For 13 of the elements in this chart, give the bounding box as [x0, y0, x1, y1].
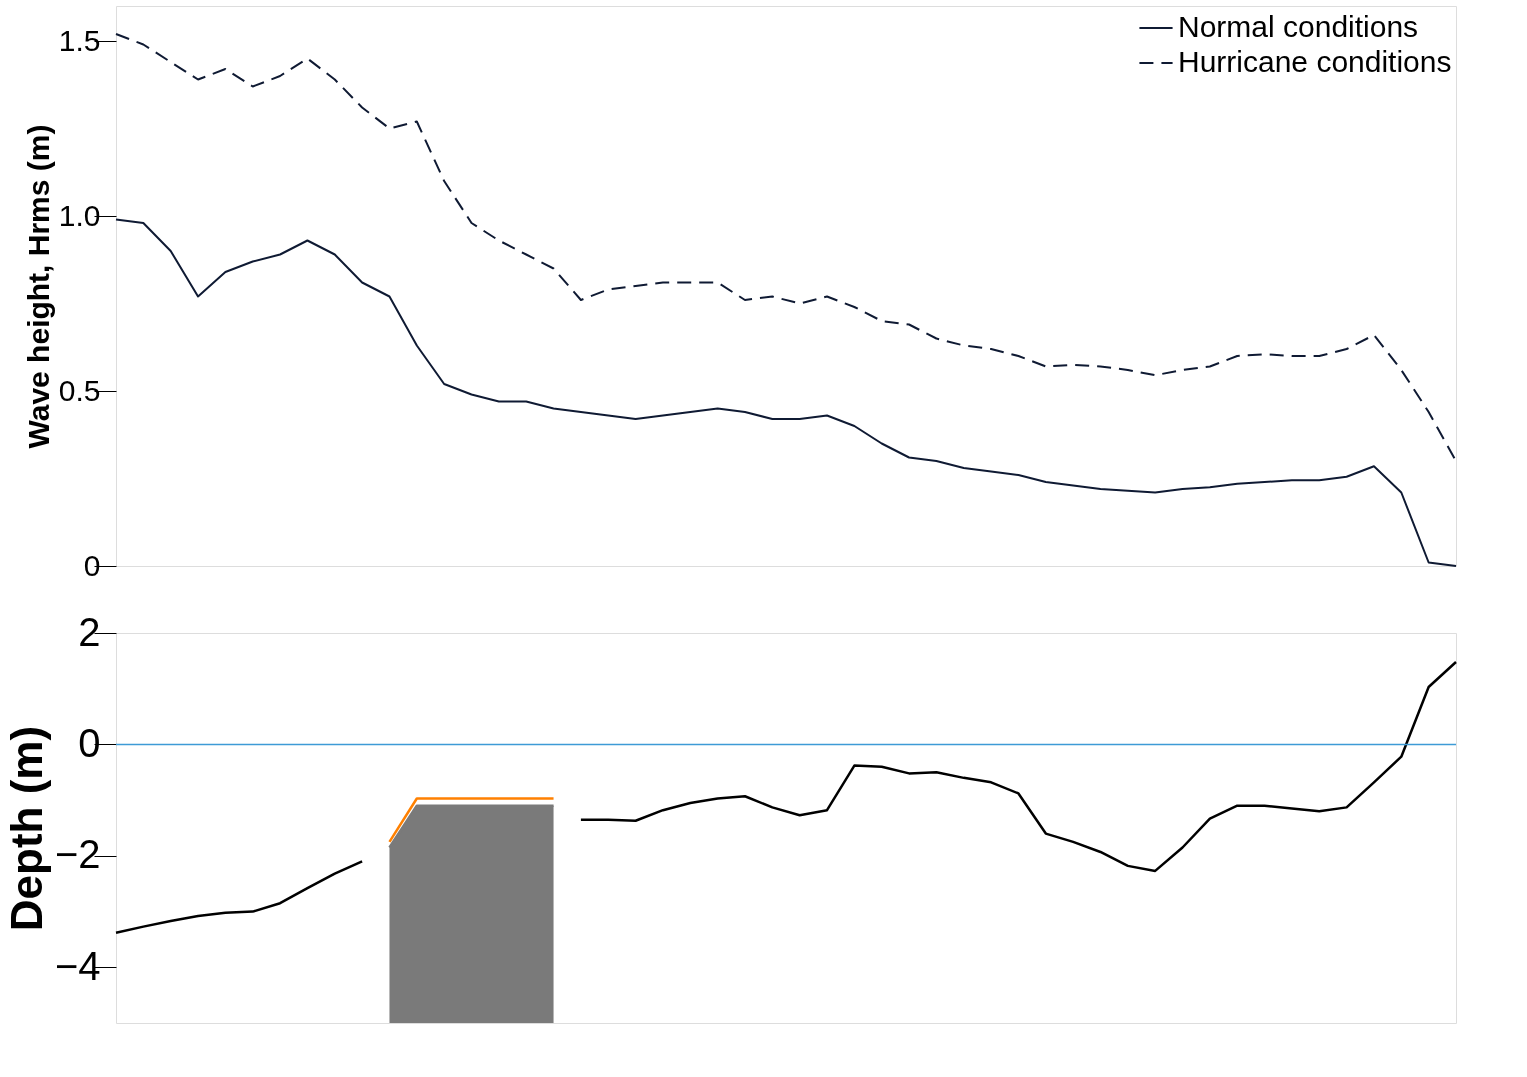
y-axis-title: Wave height, Hrms (m) — [21, 124, 55, 449]
y-tick-label: −4 — [54, 943, 101, 988]
legend-label: Hurricane conditions — [1178, 45, 1452, 78]
y-tick-label: −2 — [54, 832, 101, 877]
line-series — [115, 218, 1457, 567]
y-tick-label: 1.0 — [58, 198, 101, 232]
y-tick-label: 1.5 — [58, 23, 101, 57]
y-tick-label: 0.5 — [58, 373, 101, 407]
y-tick-label: 2 — [78, 609, 101, 654]
y-tick-label: 0 — [83, 548, 101, 582]
y-tick-label: 0 — [78, 720, 101, 765]
legend-label: Normal conditions — [1178, 10, 1419, 43]
y-axis-title: Depth (m) — [1, 725, 51, 932]
